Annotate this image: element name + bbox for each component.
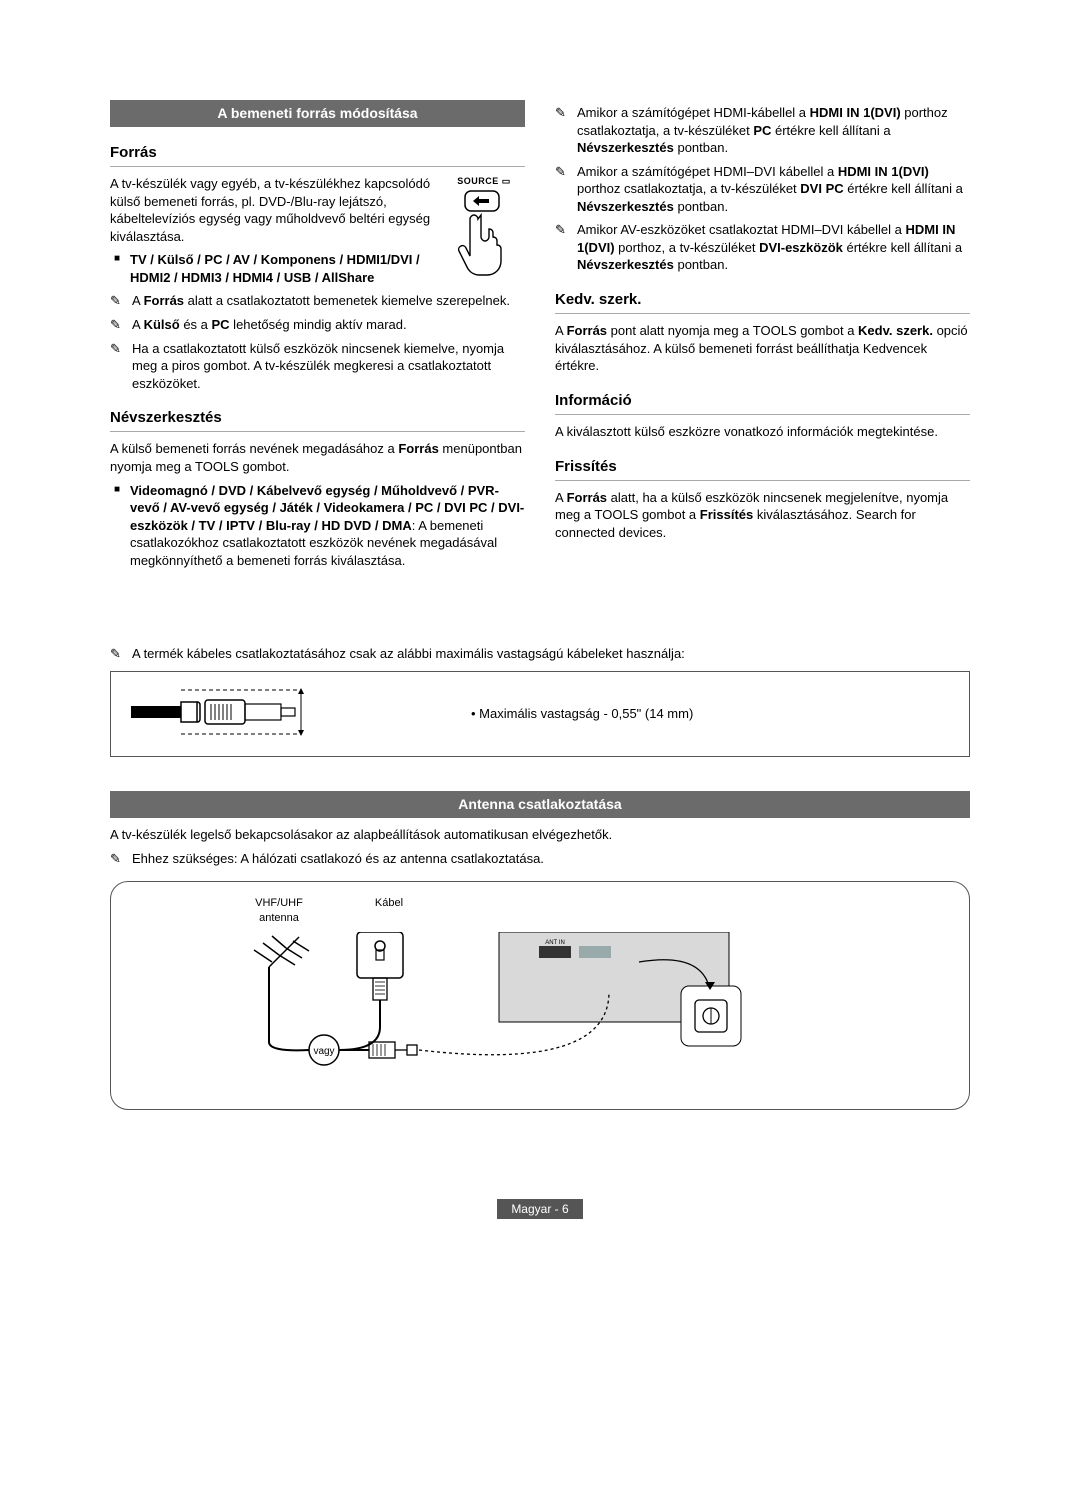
svg-text:ANT IN: ANT IN (545, 940, 565, 946)
header-antenna: Antenna csatlakoztatása (110, 791, 970, 818)
antenna-intro: A tv-készülék legelső bekapcsolásakor az… (110, 826, 970, 844)
note-hdmi-pc: Amikor a számítógépet HDMI-kábellel a HD… (555, 104, 970, 157)
kedv-body: A Forrás pont alatt nyomja meg a TOOLS g… (555, 322, 970, 375)
heading-friss: Frissítés (555, 457, 970, 481)
cable-max-thickness: Maximális vastagság - 0,55" (14 mm) (471, 705, 949, 723)
source-label: SOURCE ▭ (443, 175, 525, 187)
label-vhf: VHF/UHFantenna (249, 896, 309, 926)
antenna-diagram-icon: vagy ANT IN (139, 932, 839, 1082)
note-kulso: A Külső és a PC lehetőség mindig aktív m… (110, 316, 525, 334)
bullet-tv-sources: TV / Külső / PC / AV / Komponens / HDMI1… (110, 251, 525, 286)
note-antenna-req: Ehhez szükséges: A hálózati csatlakozó é… (110, 850, 970, 868)
header-bemeneti: A bemeneti forrás módosítása (110, 100, 525, 127)
heading-info: Információ (555, 391, 970, 415)
nev-intro: A külső bemeneti forrás nevének megadásá… (110, 440, 525, 475)
note-ha: Ha a csatlakoztatott külső eszközök ninc… (110, 340, 525, 393)
antenna-diagram-box: VHF/UHFantenna Kábel (110, 881, 970, 1109)
friss-body: A Forrás alatt, ha a külső eszközök ninc… (555, 489, 970, 542)
note-hdmi-dvieszkoz: Amikor AV-eszközöket csatlakoztat HDMI–D… (555, 221, 970, 274)
heading-nevszerk: Névszerkesztés (110, 408, 525, 432)
note-cable: A termék kábeles csatlakoztatásához csak… (110, 645, 970, 663)
heading-forras: Forrás (110, 143, 525, 167)
svg-text:vagy: vagy (313, 1046, 334, 1057)
note-forras: A Forrás alatt a csatlakoztatott bemenet… (110, 292, 525, 310)
page-footer: Magyar - 6 (110, 1200, 970, 1218)
cable-diagram-box: Maximális vastagság - 0,55" (14 mm) (110, 671, 970, 758)
info-body: A kiválasztott külső eszközre vonatkozó … (555, 423, 970, 441)
heading-kedv: Kedv. szerk. (555, 290, 970, 314)
note-hdmi-dvipc: Amikor a számítógépet HDMI–DVI kábellel … (555, 163, 970, 216)
label-kabel: Kábel (369, 896, 409, 926)
bullet-video: Videomagnó / DVD / Kábelvevő egység / Mű… (110, 482, 525, 570)
cable-diagram-icon (131, 682, 431, 747)
